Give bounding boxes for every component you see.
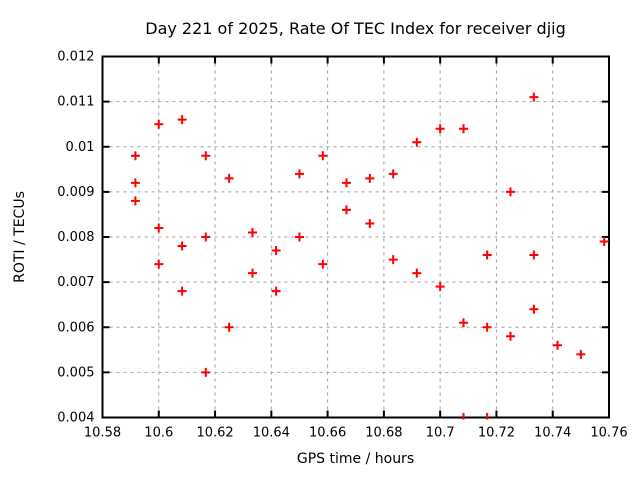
data-point: [224, 322, 234, 332]
chart-title: Day 221 of 2025, Rate Of TEC Index for r…: [145, 19, 566, 38]
data-point: [365, 218, 375, 228]
y-tick-label: 0.004: [57, 411, 94, 426]
data-point: [341, 178, 351, 188]
data-point: [247, 227, 257, 237]
data-point: [529, 304, 539, 314]
data-point: [529, 92, 539, 102]
data-point: [529, 250, 539, 260]
data-point: [294, 232, 304, 242]
data-point: [388, 169, 398, 179]
data-point: [201, 151, 211, 161]
x-tick-label: 10.64: [253, 426, 290, 441]
data-point: [130, 196, 140, 206]
y-tick-label: 0.006: [57, 320, 94, 335]
data-point: [599, 237, 609, 247]
data-point: [201, 367, 211, 377]
data-point: [482, 250, 492, 260]
data-point: [553, 340, 563, 350]
y-tick-label: 0.007: [57, 275, 94, 290]
y-tick-label: 0.005: [57, 365, 94, 380]
data-point: [506, 331, 516, 341]
data-point: [459, 124, 469, 134]
y-tick-label: 0.008: [57, 230, 94, 245]
data-point: [576, 349, 586, 359]
data-point: [318, 151, 328, 161]
data-point: [365, 173, 375, 183]
data-point: [224, 173, 234, 183]
data-point: [130, 178, 140, 188]
x-tick-label: 10.6: [144, 426, 173, 441]
data-point: [459, 318, 469, 328]
data-point: [435, 282, 445, 292]
data-point: [294, 169, 304, 179]
data-point: [154, 259, 164, 269]
data-point: [271, 286, 281, 296]
x-tick-label: 10.74: [534, 426, 571, 441]
x-tick-label: 10.62: [196, 426, 233, 441]
x-tick-label: 10.72: [478, 426, 515, 441]
x-tick-label: 10.68: [365, 426, 402, 441]
x-tick-label: 10.7: [426, 426, 455, 441]
data-point: [482, 322, 492, 332]
y-tick-label: 0.012: [57, 50, 94, 65]
data-point: [130, 151, 140, 161]
data-point: [177, 286, 187, 296]
data-point: [435, 124, 445, 134]
y-tick-label: 0.009: [57, 185, 94, 200]
x-axis-label: GPS time / hours: [296, 451, 415, 467]
x-tick-label: 10.66: [309, 426, 346, 441]
data-point: [154, 223, 164, 233]
y-tick-label: 0.011: [57, 95, 94, 110]
data-point: [412, 137, 422, 147]
data-point: [388, 255, 398, 265]
x-tick-label: 10.76: [590, 426, 627, 441]
data-point: [341, 205, 351, 215]
data-point: [201, 232, 211, 242]
data-point: [177, 241, 187, 251]
data-point: [271, 246, 281, 256]
data-point: [154, 119, 164, 129]
data-point: [318, 259, 328, 269]
data-point: [247, 268, 257, 278]
x-tick-label: 10.58: [84, 426, 121, 441]
y-tick-label: 0.01: [66, 140, 95, 155]
data-point: [177, 115, 187, 125]
data-point: [412, 268, 422, 278]
data-point: [506, 187, 516, 197]
